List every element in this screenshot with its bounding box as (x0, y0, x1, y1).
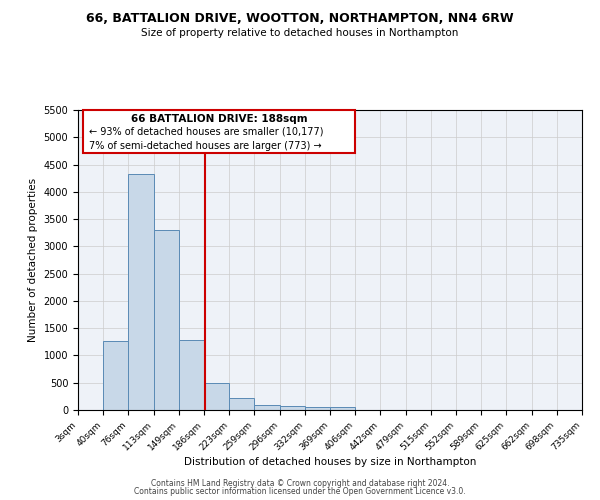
Text: Size of property relative to detached houses in Northampton: Size of property relative to detached ho… (142, 28, 458, 38)
X-axis label: Distribution of detached houses by size in Northampton: Distribution of detached houses by size … (184, 458, 476, 468)
Bar (204, 384, 229, 410)
Text: Contains public sector information licensed under the Open Government Licence v3: Contains public sector information licen… (134, 487, 466, 496)
Bar (128, 174, 154, 410)
Bar (229, 398, 254, 410)
Text: ← 93% of detached houses are smaller (10,177): ← 93% of detached houses are smaller (10… (89, 126, 323, 136)
Bar (103, 340, 128, 410)
Bar (179, 340, 204, 410)
Bar (254, 405, 280, 410)
Bar (154, 230, 179, 410)
Text: 66 BATTALION DRIVE: 188sqm: 66 BATTALION DRIVE: 188sqm (131, 114, 307, 124)
Y-axis label: Number of detached properties: Number of detached properties (28, 178, 38, 342)
Bar (305, 407, 330, 410)
Text: 7% of semi-detached houses are larger (773) →: 7% of semi-detached houses are larger (7… (89, 140, 322, 150)
Bar (330, 406, 355, 410)
Text: Contains HM Land Registry data © Crown copyright and database right 2024.: Contains HM Land Registry data © Crown c… (151, 478, 449, 488)
Bar (280, 406, 305, 410)
Text: 66, BATTALION DRIVE, WOOTTON, NORTHAMPTON, NN4 6RW: 66, BATTALION DRIVE, WOOTTON, NORTHAMPTO… (86, 12, 514, 26)
